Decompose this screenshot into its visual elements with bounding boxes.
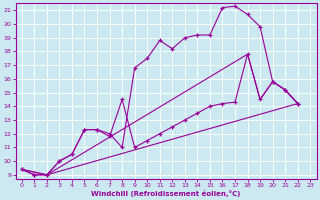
X-axis label: Windchill (Refroidissement éolien,°C): Windchill (Refroidissement éolien,°C): [91, 190, 241, 197]
